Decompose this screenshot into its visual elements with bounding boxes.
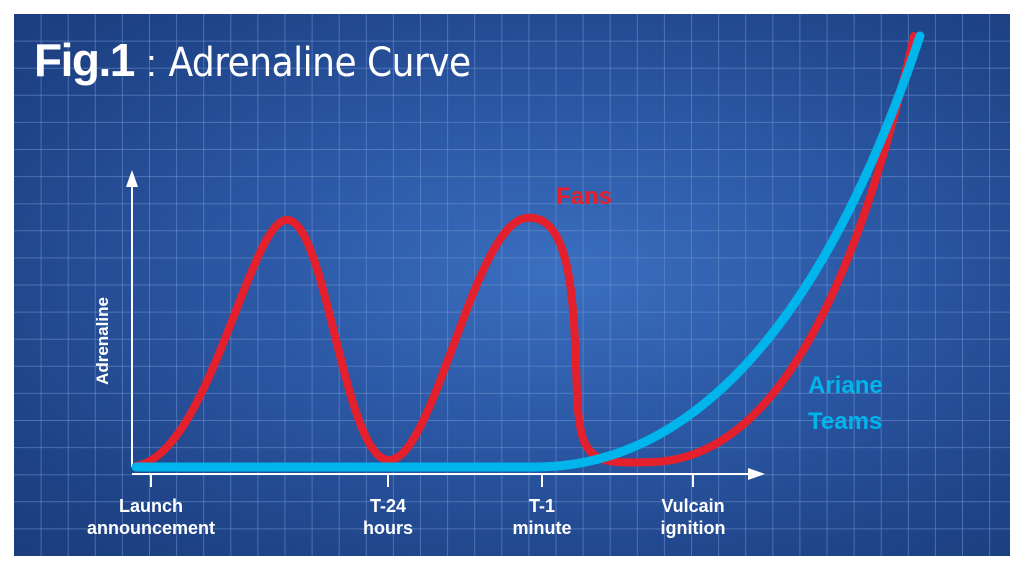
x-tick-label-vulcain: Vulcain ignition	[660, 496, 726, 538]
y-axis-arrowhead	[126, 170, 138, 187]
figure-number: Fig.1	[34, 34, 135, 86]
fans-curve	[132, 32, 918, 470]
ariane-teams-curve	[131, 31, 925, 472]
y-axis-label: Adrenaline	[93, 297, 112, 385]
fans-series-label: Fans	[556, 183, 613, 210]
title-separator: :	[146, 43, 157, 85]
figure-panel: Fig.1 : Adrenaline Curve Adrenaline Laun…	[14, 14, 1010, 556]
figure-title: Fig.1 : Adrenaline Curve	[34, 34, 471, 90]
x-tick-label-t24: T-24 hours	[362, 496, 414, 538]
x-tick-label-launch: Launch announcement	[86, 496, 216, 538]
ariane-teams-series-label: Ariane Teams	[808, 372, 883, 435]
figure-title-text: Adrenaline Curve	[168, 40, 471, 86]
x-axis-arrowhead	[748, 468, 765, 480]
x-tick-label-t1: T-1 minute	[512, 496, 572, 538]
adrenaline-chart	[126, 31, 925, 487]
x-tick-marks	[150, 474, 694, 487]
